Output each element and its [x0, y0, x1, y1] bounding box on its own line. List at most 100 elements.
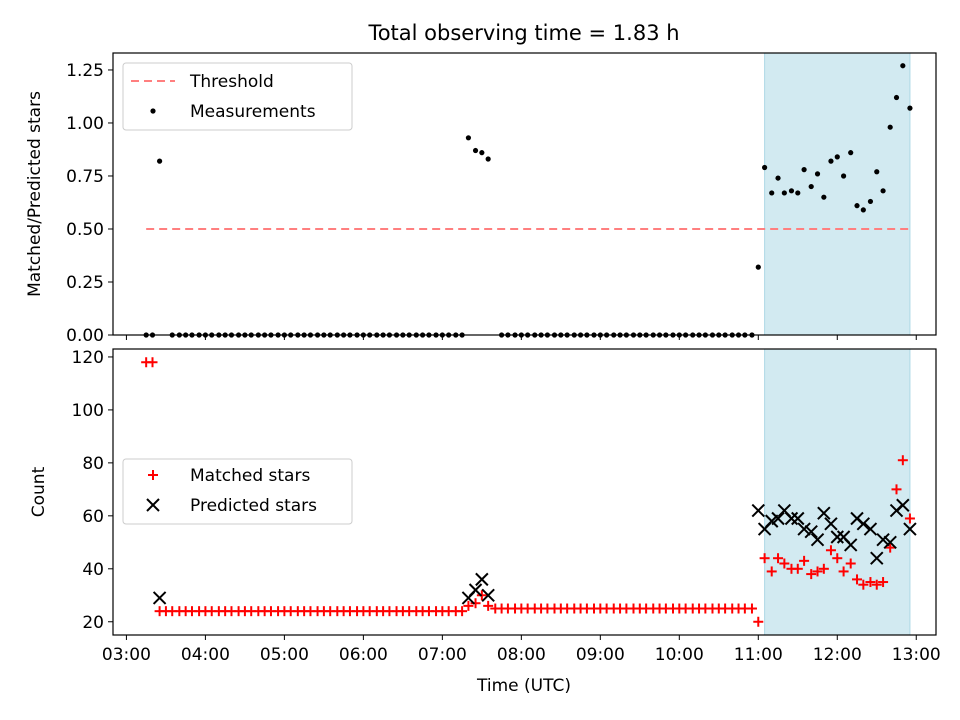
matched-star-point: [746, 603, 757, 614]
measurement-point: [769, 190, 775, 196]
matched-star-point: [759, 553, 770, 564]
measurement-point: [485, 156, 491, 162]
predicted-star-point: [817, 506, 831, 520]
top-x-axis: [125, 335, 917, 340]
predicted-star-point: [870, 551, 884, 565]
predicted-star-point: [863, 522, 878, 536]
matched-star-point: [812, 566, 823, 577]
measurement-point: [828, 158, 834, 164]
predicted-star-point-b: [863, 522, 878, 536]
measurement-point: [755, 264, 761, 270]
threshold-legend-label: Threshold: [189, 72, 274, 92]
matched-legend-label: Matched stars: [190, 466, 310, 486]
matched-star-point: [773, 553, 784, 564]
predicted-star-point: [751, 503, 765, 518]
predicted-star-point-b: [475, 572, 489, 587]
top-y-axis-label: Matched/Predicted stars: [25, 91, 45, 297]
measurement-point: [808, 183, 814, 190]
bottom-shaded-span: [764, 348, 911, 636]
measurement-point: [867, 198, 874, 205]
top-shaded-span: [764, 52, 911, 336]
matched-star-point: [871, 579, 882, 590]
predicted-star-point: [856, 517, 871, 531]
predicted-star-point-b: [836, 530, 851, 544]
y-tick-label: 80: [82, 454, 104, 474]
matched-star-point: [897, 455, 908, 466]
y-tick-label: 60: [82, 507, 104, 527]
matched-star-point: [818, 563, 829, 574]
matched-star-point: [852, 574, 863, 585]
bottom-y-axis: 20 40 60 80 100 120: [72, 348, 113, 633]
measurement-point: [874, 169, 880, 175]
measurements-legend-marker: [150, 108, 156, 114]
matched-star-point: [806, 569, 817, 580]
x-tick-label: 13:00: [892, 645, 941, 665]
top-legend: Threshold Measurements: [122, 62, 353, 131]
matched-star-point: [766, 566, 777, 577]
measurement-point: [834, 154, 840, 160]
matched-star-point: [792, 563, 803, 574]
matched-star-point: [753, 616, 764, 627]
bottom-legend-box: [122, 458, 353, 525]
matched-star-point: [463, 600, 474, 611]
measurement-point: [781, 190, 787, 196]
predicted-star-point-b: [152, 591, 167, 605]
y-tick-label: 120: [72, 348, 104, 368]
measurements-legend-label: Measurements: [190, 102, 316, 122]
measurement-point: [887, 124, 893, 130]
matched-star-point: [457, 606, 468, 617]
measurement-point: [814, 171, 821, 177]
y-tick-label: 100: [72, 401, 104, 421]
predicted-legend-label: Predicted stars: [190, 496, 317, 516]
matched-star-point: [147, 357, 158, 368]
x-tick-label: 05:00: [260, 645, 309, 665]
measurement-point: [795, 190, 801, 196]
predicted-star-point: [481, 588, 495, 602]
bottom-x-axis-label: Time (UTC): [476, 676, 571, 696]
x-tick-label: 07:00: [418, 645, 467, 665]
measurement-point: [880, 188, 886, 194]
predicted-star-point-b: [784, 511, 799, 526]
y-tick-label: 1.00: [66, 114, 104, 134]
top-legend-box: [122, 62, 353, 131]
measurement-point: [465, 135, 472, 141]
predicted-star-point: [475, 572, 489, 587]
measurement-point: [821, 194, 827, 200]
predicted-star-point: [804, 525, 818, 539]
x-tick-label: 11:00: [734, 645, 783, 665]
bottom-marks: [141, 357, 917, 627]
measurement-point: [775, 175, 781, 181]
predicted-star-point-b: [810, 532, 825, 547]
matched-star-point: [483, 600, 494, 611]
predicted-star-point-b: [797, 522, 811, 536]
predicted-star-point: [791, 511, 805, 526]
bottom-plot: 20 40 60 80 100 120 03:00 04:00 05:00 06:00 07:00…: [29, 348, 941, 696]
predicted-star-point-b: [896, 498, 910, 512]
measurement-point: [801, 167, 807, 173]
matched-star-point: [470, 598, 481, 609]
x-tick-label: 08:00: [497, 645, 546, 665]
predicted-star-point-b: [856, 517, 871, 531]
measurement-point: [860, 207, 866, 213]
measurement-point: [840, 173, 847, 179]
predicted-star-point-b: [883, 535, 897, 550]
matched-star-point: [865, 577, 876, 588]
measurement-point: [893, 94, 900, 101]
bottom-plot-frame: [112, 348, 937, 636]
y-tick-label: 0.75: [66, 167, 104, 187]
predicted-star-point: [810, 532, 825, 547]
matched-star-point: [825, 545, 836, 556]
x-tick-label: 04:00: [181, 645, 230, 665]
x-tick-label: 06:00: [339, 645, 388, 665]
predicted-star-point-b: [870, 551, 884, 565]
measurement-point: [788, 188, 795, 194]
measurement-point: [900, 63, 906, 69]
measurement-point: [907, 105, 913, 111]
predicted-star-point-b: [876, 532, 890, 547]
matched-star-point: [878, 577, 889, 588]
x-tick-label: 03:00: [102, 645, 151, 665]
matched-star-point: [799, 555, 810, 566]
predicted-star-point: [771, 511, 785, 526]
predicted-star-point: [152, 591, 167, 605]
